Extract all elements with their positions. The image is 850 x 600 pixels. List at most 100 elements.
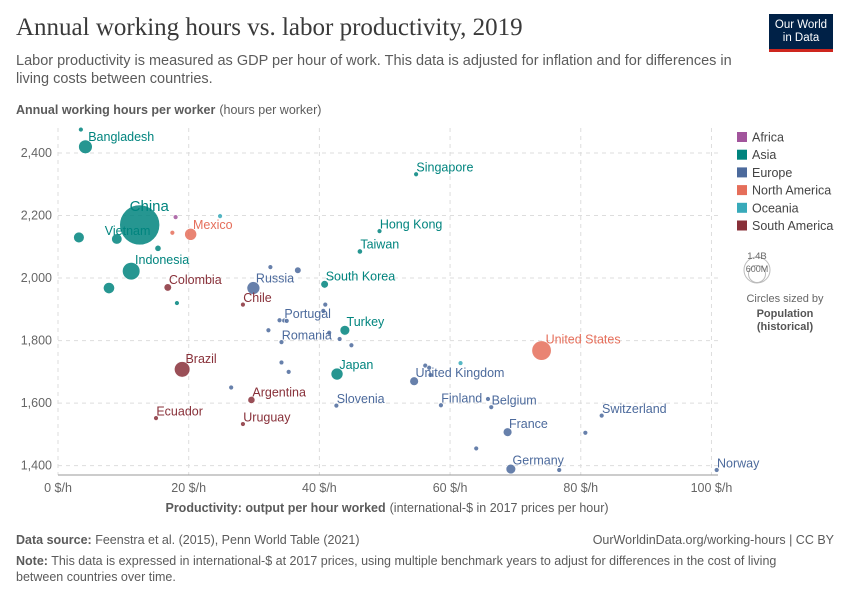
data-point[interactable]: [294, 266, 302, 274]
data-point[interactable]: [438, 402, 444, 408]
data-point[interactable]: [426, 365, 432, 371]
data-point[interactable]: [330, 367, 344, 381]
chart-title: Annual working hours vs. labor productiv…: [16, 14, 523, 41]
data-point[interactable]: [265, 327, 272, 333]
data-point[interactable]: [240, 301, 246, 308]
data-point[interactable]: [326, 330, 332, 336]
size-circle-small: [748, 265, 766, 283]
data-point[interactable]: [336, 336, 343, 342]
data-point[interactable]: [457, 360, 464, 366]
legend-label[interactable]: Europe: [752, 166, 792, 180]
data-point[interactable]: [713, 467, 720, 473]
point-label: Argentina: [252, 385, 306, 399]
data-point[interactable]: [333, 402, 340, 409]
data-point[interactable]: [278, 359, 285, 366]
legend-swatch[interactable]: [737, 220, 747, 231]
data-points: [73, 126, 720, 475]
data-point[interactable]: [240, 421, 246, 427]
point-label: Uruguay: [243, 410, 291, 424]
data-point[interactable]: [246, 281, 261, 295]
data-point[interactable]: [247, 396, 256, 404]
data-point[interactable]: [217, 213, 223, 219]
data-point[interactable]: [278, 339, 285, 345]
data-point[interactable]: [320, 308, 327, 314]
y-tick-label: 2,400: [21, 146, 52, 160]
data-point[interactable]: [122, 262, 141, 281]
data-point[interactable]: [284, 318, 290, 324]
data-point[interactable]: [154, 244, 162, 252]
data-point[interactable]: [285, 369, 292, 375]
legend-swatch[interactable]: [737, 132, 747, 142]
point-label: Taiwan: [360, 238, 399, 252]
data-point[interactable]: [78, 126, 84, 133]
x-axis-label-main: Productivity: output per hour worked: [165, 501, 385, 515]
data-point[interactable]: [174, 300, 180, 306]
data-point[interactable]: [376, 228, 383, 234]
data-point[interactable]: [356, 248, 363, 255]
point-label: Slovenia: [337, 392, 385, 406]
data-point[interactable]: [473, 445, 479, 452]
chart-subtitle: Labor productivity is measured as GDP pe…: [16, 53, 732, 87]
point-label: Russia: [256, 272, 294, 286]
size-caption-var: Population: [757, 308, 814, 320]
legend-label[interactable]: Africa: [752, 131, 784, 145]
note-label: Note:: [16, 554, 48, 568]
data-point[interactable]: [485, 396, 491, 402]
legend-label[interactable]: Oceania: [752, 201, 799, 215]
data-point[interactable]: [348, 342, 355, 348]
y-tick-label: 1,600: [21, 396, 52, 410]
size-label-small: 600M: [746, 264, 769, 274]
data-point[interactable]: [78, 139, 93, 154]
point-label: Finland: [441, 392, 482, 406]
owid-logo[interactable]: Our World in Data: [769, 14, 833, 52]
data-point[interactable]: [582, 430, 589, 436]
point-label: South Korea: [326, 270, 396, 284]
data-point[interactable]: [103, 282, 115, 294]
y-tick-label: 1,400: [21, 459, 52, 473]
data-point[interactable]: [556, 467, 562, 473]
data-point[interactable]: [488, 404, 494, 410]
data-point[interactable]: [322, 301, 328, 308]
data-point[interactable]: [228, 384, 234, 391]
point-label: Bangladesh: [88, 130, 154, 144]
point-label: France: [509, 417, 548, 431]
data-point[interactable]: [119, 204, 160, 246]
point-label: Romania: [282, 328, 332, 342]
note-text: This data is expressed in international-…: [16, 554, 777, 584]
point-label: China: [130, 198, 170, 215]
data-point[interactable]: [267, 264, 274, 270]
legend-label[interactable]: North America: [752, 184, 831, 198]
legend-swatch[interactable]: [737, 167, 747, 178]
legend-swatch[interactable]: [737, 185, 747, 196]
data-point[interactable]: [427, 372, 434, 378]
data-point[interactable]: [502, 427, 513, 437]
data-point[interactable]: [169, 230, 176, 236]
data-point[interactable]: [174, 361, 191, 378]
size-legend: 1.4B 600M Circles sized by Population(histo…: [743, 251, 824, 333]
data-point[interactable]: [320, 280, 329, 289]
data-point[interactable]: [531, 340, 552, 361]
point-label: United Kingdom: [416, 366, 505, 380]
data-point[interactable]: [184, 227, 197, 241]
data-point[interactable]: [339, 325, 351, 336]
point-label: United States: [546, 333, 621, 347]
legend-swatch[interactable]: [737, 202, 747, 213]
source-url[interactable]: OurWorldinData.org/working-hours | CC BY: [592, 533, 834, 547]
legend: Africa Asia Europe North America Oceania Sout…: [737, 131, 833, 233]
legend-label[interactable]: Asia: [752, 148, 776, 162]
logo-line-1: Our World: [774, 19, 828, 31]
size-caption: Circles sized by: [746, 293, 824, 305]
data-point[interactable]: [111, 233, 123, 245]
data-point[interactable]: [163, 283, 172, 292]
data-point[interactable]: [505, 463, 517, 475]
data-point[interactable]: [73, 231, 85, 244]
data-point[interactable]: [598, 412, 605, 419]
legend-swatch[interactable]: [737, 149, 747, 160]
point-label: Germany: [513, 454, 565, 468]
legend-label[interactable]: South America: [752, 219, 833, 233]
data-point[interactable]: [409, 376, 419, 386]
data-point[interactable]: [413, 171, 419, 177]
data-point[interactable]: [276, 317, 283, 323]
data-point[interactable]: [153, 415, 159, 421]
data-point[interactable]: [172, 214, 179, 220]
